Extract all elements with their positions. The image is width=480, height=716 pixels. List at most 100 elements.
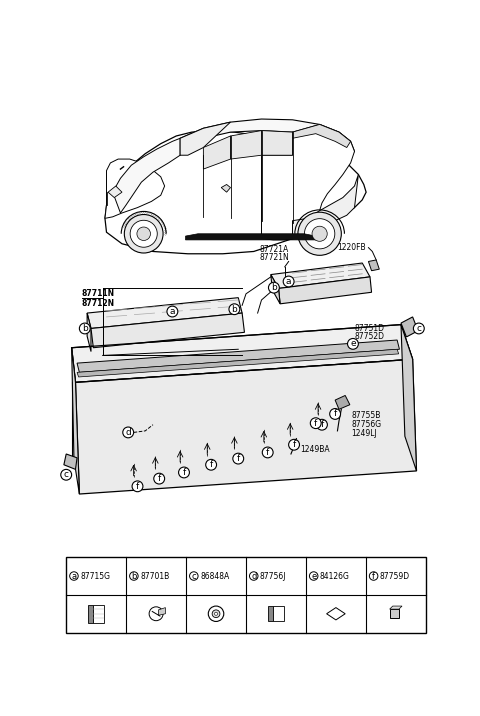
- Text: 87751D: 87751D: [355, 324, 384, 333]
- Polygon shape: [271, 274, 280, 304]
- Text: e: e: [311, 571, 316, 581]
- Circle shape: [154, 473, 165, 484]
- Text: 1249LJ: 1249LJ: [351, 430, 377, 438]
- Circle shape: [348, 339, 359, 349]
- Circle shape: [61, 470, 72, 480]
- Circle shape: [70, 572, 78, 580]
- Polygon shape: [180, 119, 355, 155]
- Circle shape: [130, 221, 157, 247]
- Polygon shape: [292, 125, 350, 147]
- Polygon shape: [268, 606, 273, 621]
- Circle shape: [262, 447, 273, 458]
- Text: f: f: [266, 448, 269, 457]
- Text: 87759D: 87759D: [380, 571, 410, 581]
- Polygon shape: [262, 130, 292, 155]
- Circle shape: [137, 227, 151, 241]
- Circle shape: [304, 218, 335, 249]
- Polygon shape: [221, 185, 230, 192]
- Text: b: b: [82, 324, 88, 333]
- Text: 87756J: 87756J: [260, 571, 287, 581]
- Circle shape: [206, 460, 216, 470]
- Text: f: f: [314, 419, 317, 427]
- Circle shape: [190, 572, 198, 580]
- Text: b: b: [231, 305, 237, 314]
- Text: e: e: [350, 339, 356, 349]
- Polygon shape: [87, 298, 242, 329]
- Polygon shape: [390, 609, 399, 619]
- Text: 87721A: 87721A: [260, 246, 289, 254]
- Text: f: f: [334, 410, 337, 418]
- Polygon shape: [91, 313, 244, 348]
- Text: 1249BA: 1249BA: [300, 445, 330, 454]
- Text: a: a: [286, 277, 291, 286]
- Circle shape: [179, 467, 190, 478]
- Text: f: f: [157, 474, 161, 483]
- Text: c: c: [64, 470, 69, 479]
- Polygon shape: [271, 263, 370, 289]
- Circle shape: [298, 212, 341, 256]
- Polygon shape: [93, 604, 104, 623]
- Circle shape: [316, 420, 327, 430]
- FancyBboxPatch shape: [66, 557, 426, 633]
- Text: b: b: [131, 571, 137, 581]
- Polygon shape: [87, 313, 91, 352]
- Polygon shape: [262, 125, 355, 240]
- Text: 86848A: 86848A: [200, 571, 229, 581]
- Polygon shape: [204, 136, 230, 169]
- Text: a: a: [169, 307, 175, 316]
- Text: 87711N: 87711N: [82, 289, 115, 299]
- Text: 87715G: 87715G: [80, 571, 110, 581]
- Circle shape: [413, 323, 424, 334]
- Text: a: a: [72, 571, 76, 581]
- Text: f: f: [209, 460, 213, 469]
- Text: c: c: [192, 571, 196, 581]
- Polygon shape: [292, 175, 359, 238]
- Text: d: d: [125, 428, 131, 437]
- Polygon shape: [326, 608, 345, 620]
- Circle shape: [215, 612, 217, 615]
- Circle shape: [233, 453, 244, 464]
- Polygon shape: [390, 606, 402, 609]
- Text: 87721N: 87721N: [260, 253, 290, 262]
- Circle shape: [212, 610, 220, 618]
- Polygon shape: [273, 606, 284, 621]
- Text: f: f: [182, 468, 186, 477]
- Text: f: f: [372, 571, 375, 581]
- Polygon shape: [335, 395, 350, 410]
- Circle shape: [167, 306, 178, 317]
- Circle shape: [132, 481, 143, 492]
- Circle shape: [79, 323, 90, 334]
- Polygon shape: [77, 340, 399, 372]
- Polygon shape: [105, 130, 366, 253]
- Polygon shape: [77, 349, 399, 377]
- Polygon shape: [401, 324, 417, 471]
- Text: c: c: [416, 324, 421, 333]
- Circle shape: [124, 215, 163, 253]
- Circle shape: [208, 606, 224, 621]
- Text: f: f: [136, 482, 139, 491]
- Text: b: b: [271, 283, 277, 292]
- Polygon shape: [113, 138, 180, 213]
- Polygon shape: [72, 324, 413, 463]
- Text: d: d: [251, 571, 256, 581]
- Polygon shape: [278, 277, 372, 304]
- Polygon shape: [186, 233, 316, 240]
- Text: 87701B: 87701B: [140, 571, 169, 581]
- Polygon shape: [64, 454, 77, 470]
- Circle shape: [288, 440, 300, 450]
- Circle shape: [130, 572, 138, 580]
- Polygon shape: [72, 382, 75, 463]
- Circle shape: [312, 226, 327, 241]
- Polygon shape: [72, 348, 79, 494]
- Circle shape: [149, 607, 163, 621]
- Text: 87752D: 87752D: [355, 332, 384, 342]
- Circle shape: [330, 409, 340, 420]
- Circle shape: [268, 282, 279, 293]
- Circle shape: [229, 304, 240, 314]
- Text: 84126G: 84126G: [320, 571, 350, 581]
- Text: 87755B: 87755B: [351, 411, 381, 420]
- Circle shape: [311, 418, 321, 429]
- Polygon shape: [108, 186, 122, 198]
- Polygon shape: [369, 260, 379, 271]
- Text: 1220FB: 1220FB: [337, 243, 366, 252]
